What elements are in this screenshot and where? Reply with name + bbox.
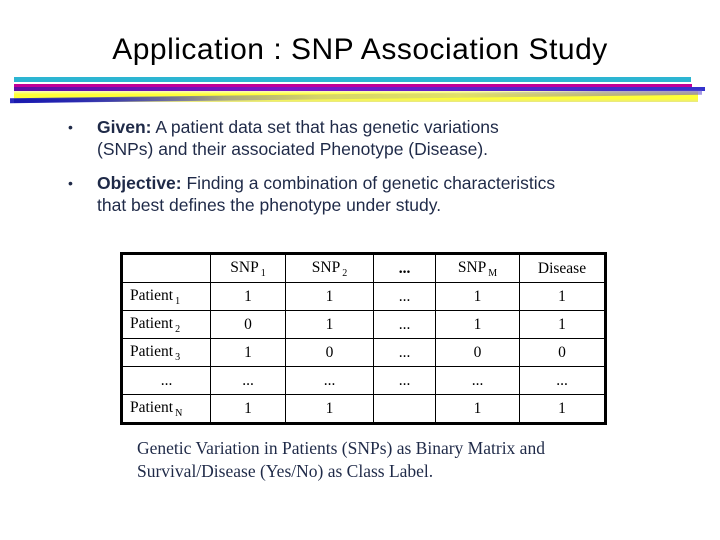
header-cell-ellipsis: ... (373, 253, 436, 283)
header-cell-empty (121, 253, 211, 283)
caption-line: Genetic Variation in Patients (SNPs) as … (137, 438, 545, 458)
data-cell: ... (373, 282, 436, 311)
data-cell: 1 (435, 394, 520, 424)
data-cell: 0 (435, 338, 520, 367)
snp-table: SNP 1 SNP 2 ... SNP M Disease Patient 1 1 1 … (120, 252, 607, 425)
decoration-purple-line (14, 87, 705, 91)
data-cell: ... (435, 366, 520, 395)
data-cell: ... (519, 366, 606, 395)
caption-line: Survival/Disease (Yes/No) as Class Label… (137, 460, 434, 481)
header-cell-snp1: SNP 1 (210, 253, 286, 283)
bullet-line: Given: A patient data set that has genet… (97, 116, 652, 138)
page-title: Application : SNP Association Study (112, 33, 608, 66)
data-cell: 0 (210, 310, 286, 339)
row-subscript: 3 (175, 351, 181, 363)
header-label: SNP (230, 258, 259, 276)
data-cell (373, 394, 436, 424)
row-subscript: 2 (175, 323, 181, 335)
data-cell: ... (285, 366, 374, 395)
table-row: Patient 2 0 1 ... 1 1 (121, 310, 606, 339)
bullet-icon: • (68, 175, 73, 191)
header-subscript: 1 (260, 267, 266, 279)
bullet-line: (SNPs) and their associated Phenotype (D… (97, 139, 489, 159)
data-cell: ... (373, 310, 436, 339)
bullet-list: • Given: A patient data set that has gen… (66, 116, 652, 216)
data-cell: 1 (519, 310, 606, 339)
row-label: Patient (130, 286, 174, 304)
header-subscript: M (488, 267, 498, 279)
header-cell-disease: Disease (519, 253, 606, 283)
data-cell: 1 (210, 394, 286, 424)
data-cell: 1 (519, 282, 606, 311)
table-row: Patient N 1 1 1 1 (121, 394, 606, 424)
data-cell: 0 (519, 338, 606, 367)
decoration-yellow-band (9, 89, 703, 104)
row-label: Patient (130, 314, 174, 332)
header-cell-snp2: SNP 2 (285, 253, 374, 283)
row-label-cell: Patient 3 (121, 338, 211, 367)
data-cell: 1 (210, 282, 286, 311)
data-cell: 1 (285, 282, 374, 311)
table-caption: Genetic Variation in Patients (SNPs) as … (137, 437, 627, 482)
table-header-row: SNP 1 SNP 2 ... SNP M Disease (121, 253, 606, 283)
row-label-cell: Patient 1 (121, 282, 211, 311)
row-subscript: N (175, 407, 183, 419)
bullet-text: Given: A patient data set that has genet… (97, 116, 652, 160)
header-label: SNP (311, 258, 341, 276)
header-subscript: 2 (342, 267, 348, 279)
bullet-lead: Given: (97, 117, 152, 137)
data-cell: 1 (519, 394, 606, 424)
data-cell: 1 (285, 394, 374, 424)
bullet-icon: • (68, 119, 73, 135)
row-subscript: 1 (175, 295, 181, 307)
data-cell: 1 (435, 310, 520, 339)
decoration-cyan-line (14, 77, 691, 82)
data-cell: ... (373, 338, 436, 367)
row-label-cell: Patient 2 (121, 310, 211, 339)
data-cell: 0 (285, 338, 374, 367)
data-cell: 1 (210, 338, 286, 367)
decoration-magenta-line (14, 84, 692, 87)
row-label: Patient (130, 342, 174, 360)
row-label-cell: Patient N (121, 394, 211, 424)
bullet-text: Objective: Finding a combination of gene… (97, 172, 652, 216)
data-cell: 1 (285, 310, 374, 339)
row-label: Patient (130, 398, 174, 416)
bullet-line: Objective: Finding a combination of gene… (97, 172, 652, 194)
row-label-cell: ... (121, 366, 211, 395)
bullet-lead: Objective: (97, 173, 182, 193)
bullet-line-rest: Finding a combination of genetic charact… (181, 173, 556, 193)
data-cell: 1 (435, 282, 520, 311)
table-row: Patient 1 1 1 ... 1 1 (121, 282, 606, 311)
table-row: ... ... ... ... ... ... (121, 366, 606, 395)
header-cell-snpm: SNP M (435, 253, 520, 283)
bullet-item-objective: • Objective: Finding a combination of ge… (66, 172, 652, 216)
row-label: ... (160, 371, 173, 389)
bullet-line-rest: A patient data set that has genetic vari… (151, 117, 499, 137)
header-label: SNP (457, 258, 487, 276)
data-cell: ... (373, 366, 436, 395)
bullet-item-given: • Given: A patient data set that has gen… (66, 116, 652, 160)
data-cell: ... (210, 366, 286, 395)
bullet-line: that best defines the phenotype under st… (97, 195, 442, 215)
table-row: Patient 3 1 0 ... 0 0 (121, 338, 606, 367)
